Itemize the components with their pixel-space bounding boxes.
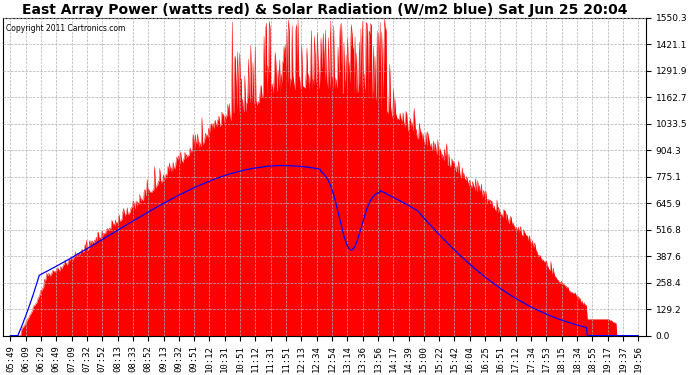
Title: East Array Power (watts red) & Solar Radiation (W/m2 blue) Sat Jun 25 20:04: East Array Power (watts red) & Solar Rad…: [21, 3, 627, 17]
Text: Copyright 2011 Cartronics.com: Copyright 2011 Cartronics.com: [6, 24, 126, 33]
